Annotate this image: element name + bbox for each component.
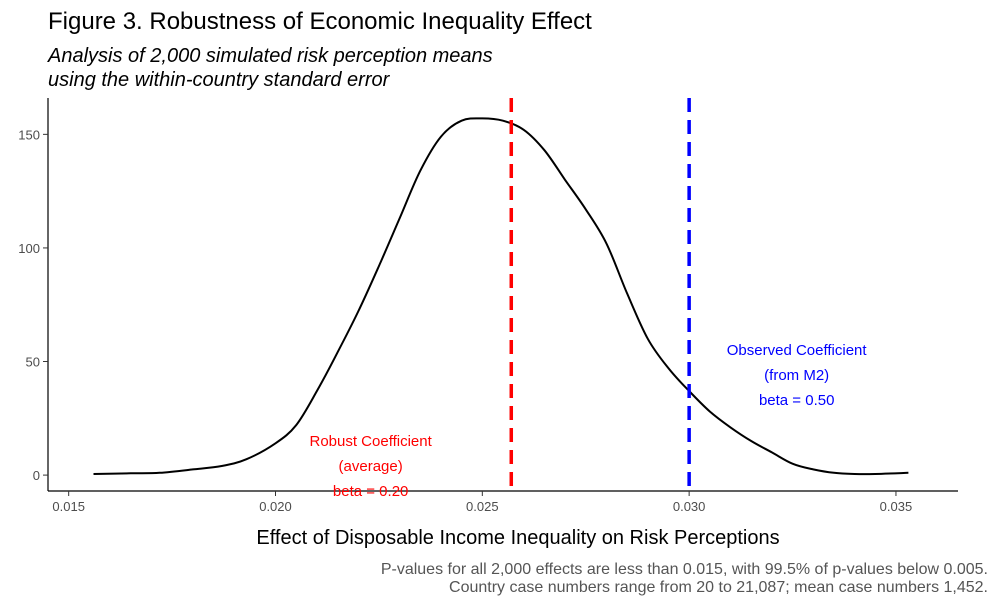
x-tick-label: 0.030 — [673, 499, 706, 514]
chart-subtitle: Analysis of 2,000 simulated risk percept… — [48, 44, 493, 92]
observed-coefficient-label: beta = 0.50 — [759, 392, 834, 409]
chart-caption: P-values for all 2,000 effects are less … — [381, 561, 988, 597]
axes: 0.015 0.020 0.025 0.030 0.035 0 50 100 150 — [18, 98, 958, 514]
caption-line-1: P-values for all 2,000 effects are less … — [380, 561, 988, 578]
y-tick-label: 0 — [33, 468, 40, 483]
x-tick-label: 0.020 — [259, 499, 292, 514]
chart-marks — [93, 98, 909, 491]
observed-coefficient-label: Observed Coefficient — [727, 342, 868, 359]
chart-subtitle-line-2: using the within-country standard error — [48, 69, 390, 91]
robust-coefficient-label: Robust Coefficient — [309, 433, 432, 450]
density-curve — [93, 117, 909, 476]
x-axis-title: Effect of Disposable Income Inequality o… — [256, 527, 779, 549]
annotations: Robust Coefficient (average) beta = 0.20 Ob… — [309, 342, 867, 500]
chart-title: Figure 3. Robustness of Economic Inequal… — [48, 8, 592, 35]
caption-line-2: Country case numbers range from 20 to 21… — [449, 579, 988, 596]
chart-subtitle-line-1: Analysis of 2,000 simulated risk percept… — [48, 45, 493, 67]
y-tick-label: 100 — [18, 241, 40, 256]
robust-coefficient-label: (average) — [339, 458, 403, 475]
y-tick-label: 150 — [18, 127, 40, 142]
observed-coefficient-label: (from M2) — [764, 367, 829, 384]
x-tick-label: 0.035 — [880, 499, 913, 514]
x-tick-label: 0.015 — [52, 499, 85, 514]
robust-coefficient-label: beta = 0.20 — [333, 483, 408, 500]
x-tick-label: 0.025 — [466, 499, 499, 514]
y-tick-label: 50 — [26, 355, 40, 370]
density-chart: 0.015 0.020 0.025 0.030 0.035 0 50 100 150 Robus… — [18, 98, 958, 549]
